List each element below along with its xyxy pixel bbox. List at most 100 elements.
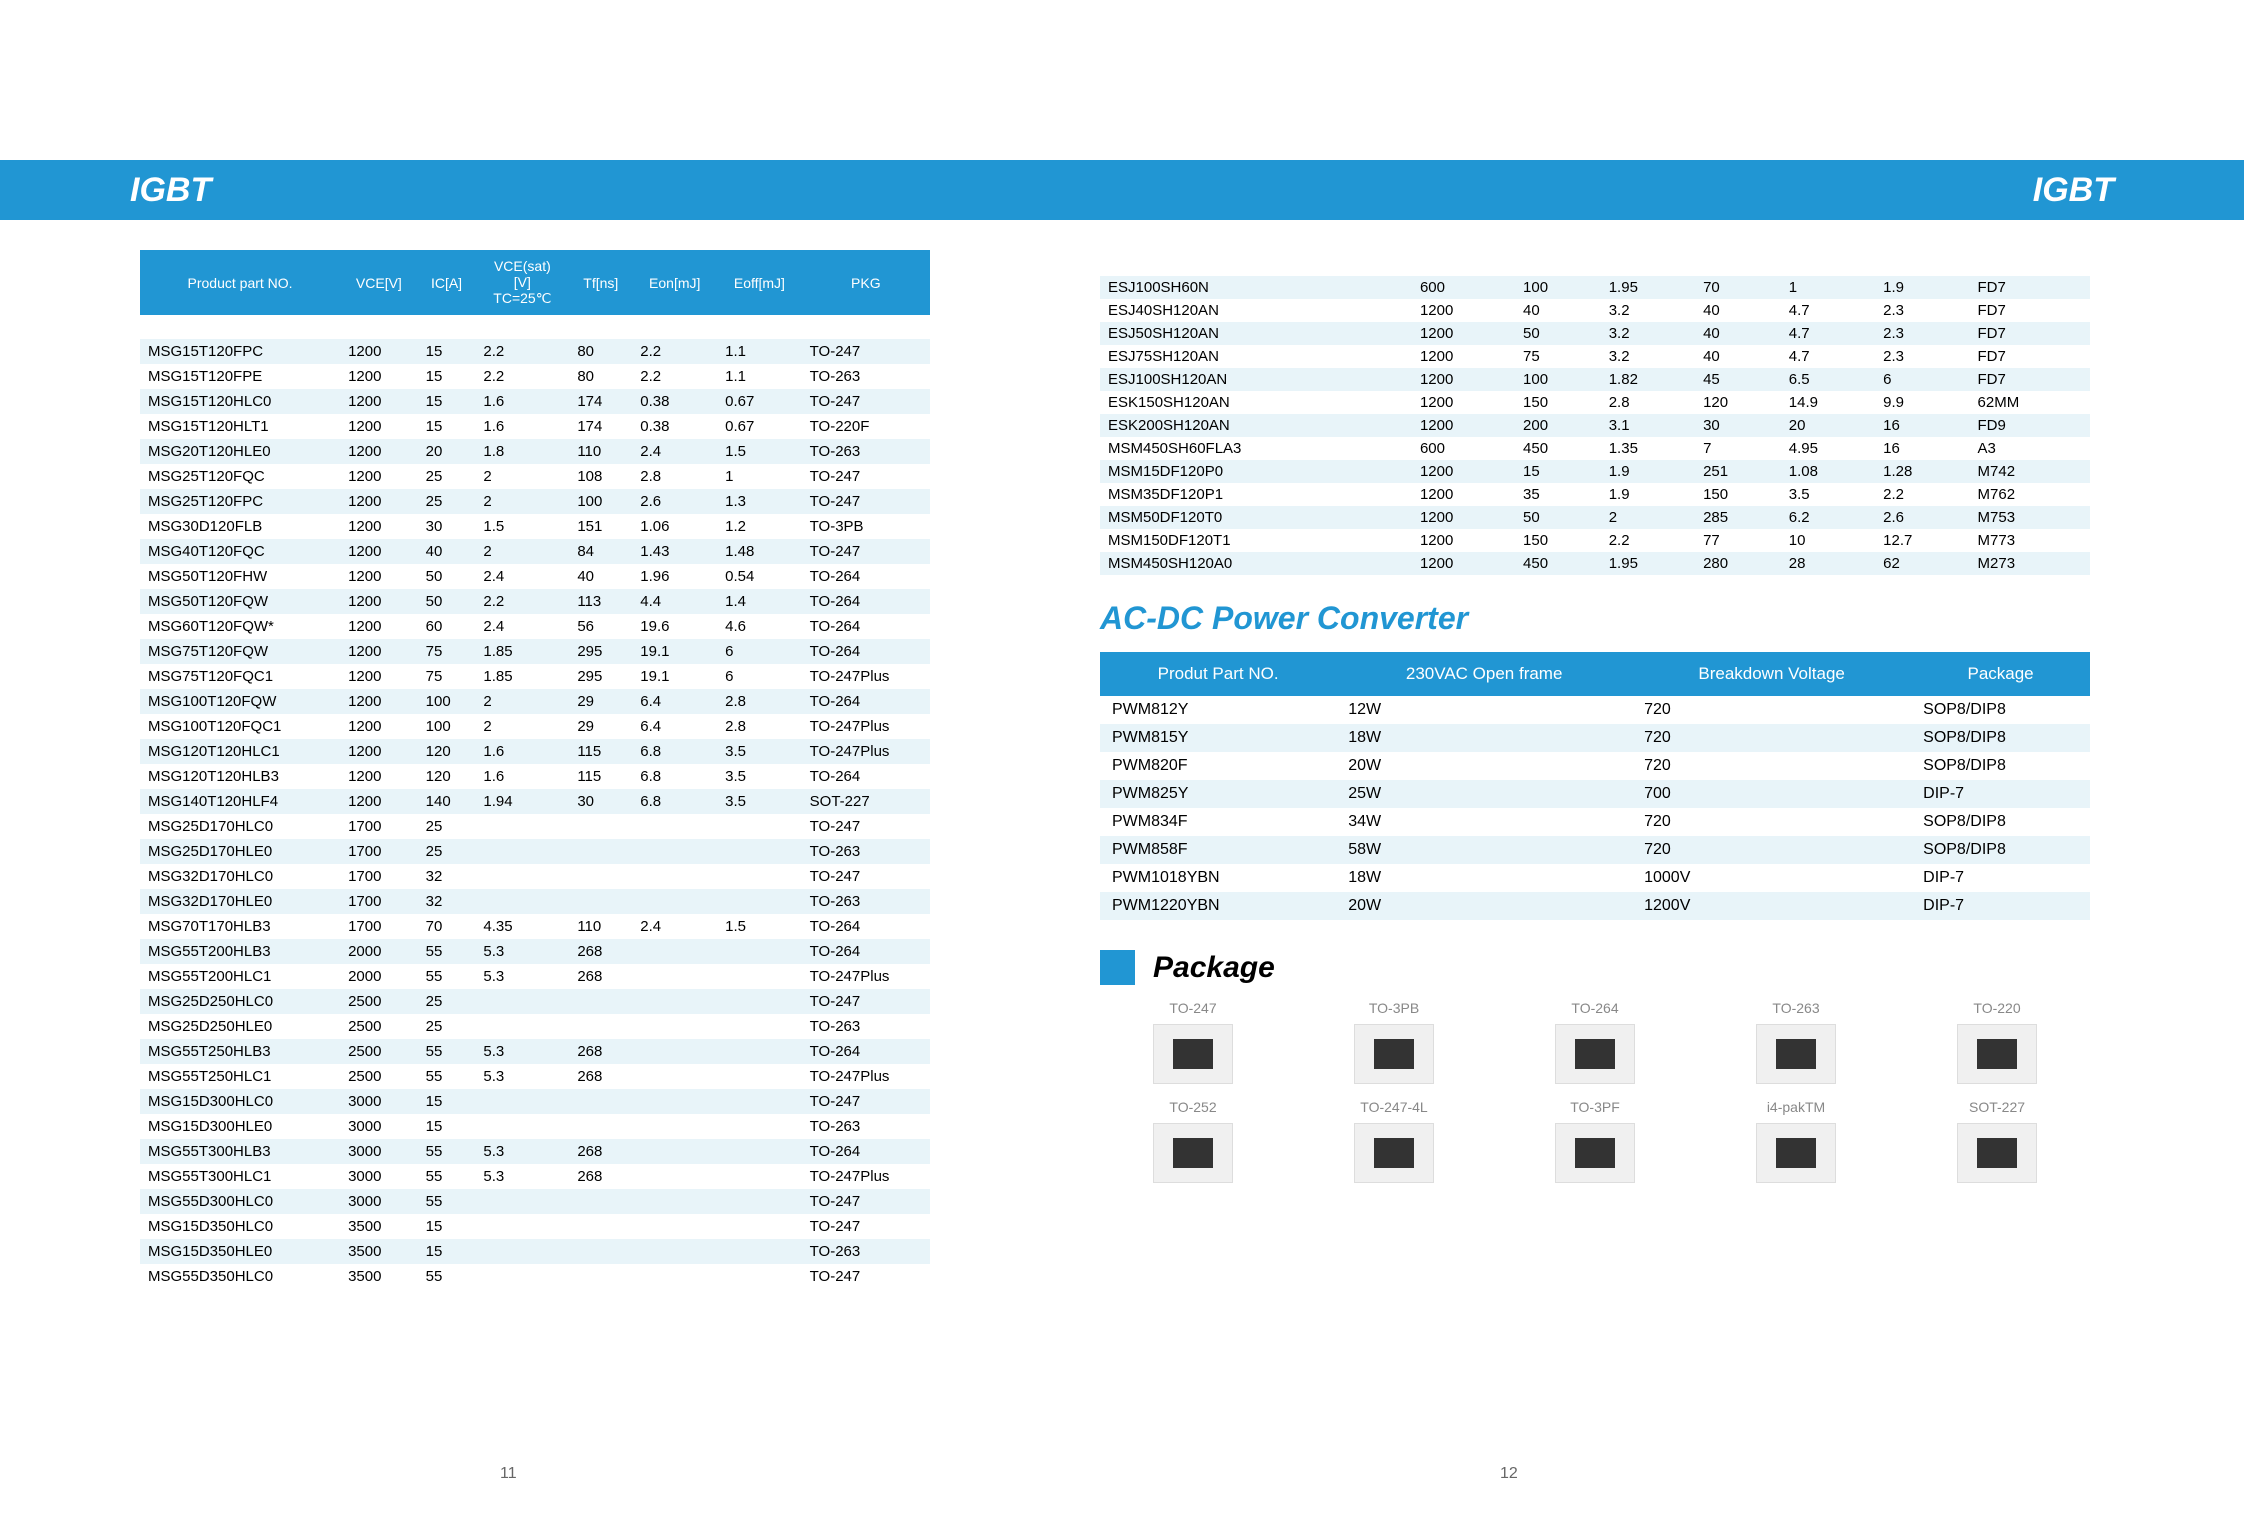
table-cell: TO-247Plus [802,1064,930,1089]
table-cell: 1200 [340,439,418,464]
table-cell: 25 [418,489,476,514]
table-header: VCE(sat)[V]TC=25℃ [475,250,569,315]
table-cell [475,1089,569,1114]
table-cell: ESK200SH120AN [1100,414,1412,437]
table-cell: 120 [418,764,476,789]
table-cell: 6 [717,664,802,689]
table-cell: 720 [1632,808,1911,836]
table-cell: 268 [569,1064,632,1089]
table-cell: 40 [1695,322,1781,345]
package-icon [1957,1123,2037,1183]
table-cell: 6.8 [632,739,717,764]
table-row: PWM825Y25W700DIP-7 [1100,780,2090,808]
table-cell: FD9 [1970,414,2090,437]
header-band: IGBT IGBT [0,160,2244,220]
table-row: MSG15T120HLT11200151.61740.380.67TO-220F [140,414,930,439]
package-label: TO-3PB [1301,1000,1487,1016]
table-cell: 6.5 [1781,368,1875,391]
table-cell: 3.5 [1781,483,1875,506]
table-row: MSG60T120FQW*1200602.45619.64.6TO-264 [140,614,930,639]
table-row: MSM450SH60FLA36004501.3574.9516A3 [1100,437,2090,460]
table-row: MSG140T120HLF412001401.94306.83.5SOT-227 [140,789,930,814]
table-cell: 3.2 [1601,299,1695,322]
table-row: ESJ50SH120AN1200503.2404.72.3FD7 [1100,322,2090,345]
table-cell: MSM50DF120T0 [1100,506,1412,529]
table-header: VCE[V] [340,250,418,315]
table-cell: 1.28 [1875,460,1969,483]
table-cell [717,989,802,1014]
table-cell: FD7 [1970,345,2090,368]
table-cell: M753 [1970,506,2090,529]
table-cell: 7 [1695,437,1781,460]
table-cell: 1000V [1632,864,1911,892]
table-cell: TO-247 [802,539,930,564]
table-cell: 15 [418,339,476,364]
package-icon [1756,1123,1836,1183]
table-header: Breakdown Voltage [1632,652,1911,696]
table-cell: MSG75T120FQW [140,639,340,664]
table-cell [569,1189,632,1214]
table-cell: 0.67 [717,389,802,414]
table-cell: SOP8/DIP8 [1911,836,2090,864]
table-cell: MSG15D350HLE0 [140,1239,340,1264]
package-label: i4-pakTM [1703,1099,1889,1115]
table-cell: 1200 [340,714,418,739]
table-cell: TO-247 [802,339,930,364]
table-cell: 2.8 [717,714,802,739]
table-cell: 3.5 [717,789,802,814]
table-cell: 84 [569,539,632,564]
table-cell: 80 [569,364,632,389]
table-cell: M773 [1970,529,2090,552]
table-cell [475,839,569,864]
table-cell: MSG25T120FQC [140,464,340,489]
table-cell: 35 [1515,483,1601,506]
table-cell [717,1239,802,1264]
table-cell: 2.8 [632,464,717,489]
package-label: TO-3PF [1502,1099,1688,1115]
table-cell: M273 [1970,552,2090,575]
table-row: MSG55D350HLC0350055TO-247 [140,1264,930,1289]
table-row: MSG32D170HLC0170032TO-247 [140,864,930,889]
table-cell: 4.95 [1781,437,1875,460]
table-cell [717,864,802,889]
table-cell: SOP8/DIP8 [1911,808,2090,836]
table-cell: 6.2 [1781,506,1875,529]
table-cell: 1 [717,464,802,489]
table-cell: 20 [1781,414,1875,437]
table-cell: TO-247Plus [802,664,930,689]
table-cell: 2.2 [1601,529,1695,552]
table-row: ESJ75SH120AN1200753.2404.72.3FD7 [1100,345,2090,368]
table-cell: MSG120T120HLC1 [140,739,340,764]
table-row: PWM1220YBN20W1200VDIP-7 [1100,892,2090,920]
table-cell [475,1014,569,1039]
table-cell [717,1164,802,1189]
table-cell: 2.2 [475,339,569,364]
table-cell: 70 [418,914,476,939]
table-cell: 55 [418,964,476,989]
table-row: MSG55T200HLB32000555.3268TO-264 [140,939,930,964]
table-cell: TO-220F [802,414,930,439]
table-cell: MSG55D350HLC0 [140,1264,340,1289]
header-left: IGBT [130,171,211,210]
table-cell: 4.35 [475,914,569,939]
table-cell: SOP8/DIP8 [1911,696,2090,724]
table-cell [632,1189,717,1214]
table-cell: 1700 [340,864,418,889]
table-cell: TO-247Plus [802,739,930,764]
table-row: MSG55T250HLC12500555.3268TO-247Plus [140,1064,930,1089]
table-cell [569,1214,632,1239]
table-cell: 2.3 [1875,322,1969,345]
table-cell: 9.9 [1875,391,1969,414]
table-cell: FD7 [1970,276,2090,299]
table-cell: 295 [569,639,632,664]
table-cell: 1200 [1412,368,1515,391]
igbt-table: Product part NO.VCE[V]IC[A]VCE(sat)[V]TC… [140,250,930,1289]
table-cell [475,1214,569,1239]
table-cell: 2 [475,714,569,739]
table-cell: MSG15D300HLC0 [140,1089,340,1114]
right-page: IGBT模块ESJ100SH60N6001001.957011.9FD7ESJ4… [1100,250,2090,1183]
table-cell: 6.4 [632,714,717,739]
table-cell: 0.38 [632,389,717,414]
table-cell: 20W [1336,892,1632,920]
table-cell: 5.3 [475,1064,569,1089]
